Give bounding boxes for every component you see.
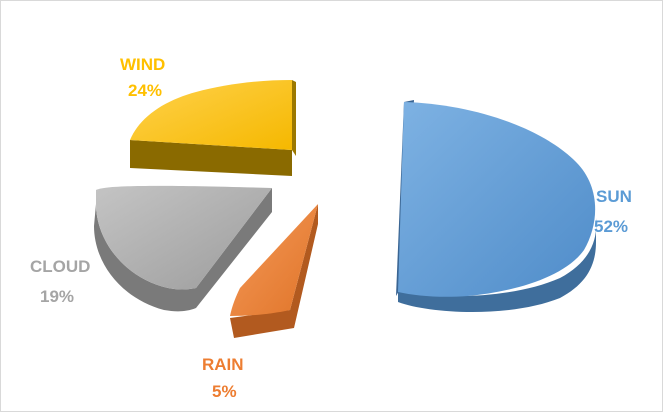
slice-cloud-top [96,185,272,290]
label-sun-pct: 52% [594,217,628,236]
label-sun-name: SUN [596,187,632,206]
slice-labels: WIND 24% SUN 52% CLOUD 19% RAIN 5% [30,55,632,401]
label-wind-pct: 24% [128,81,162,100]
slice-sun-side [398,218,597,312]
slice-sun-top [398,102,596,297]
label-wind-name: WIND [120,55,165,74]
slice-rain-side [230,204,318,338]
label-rain-pct: 5% [212,382,237,401]
slice-rain-top [230,204,318,316]
label-cloud-pct: 19% [40,287,74,306]
slice-wind-inner [292,80,296,156]
slice-wind-top [130,80,292,150]
slice-wind-side [130,140,292,176]
label-rain-name: RAIN [202,355,244,374]
slice-wind [130,80,296,176]
slice-sun [396,100,597,312]
slice-cloud [94,185,272,312]
slice-rain [230,204,318,338]
slice-cloud-side [94,188,272,312]
label-cloud-name: CLOUD [30,257,90,276]
